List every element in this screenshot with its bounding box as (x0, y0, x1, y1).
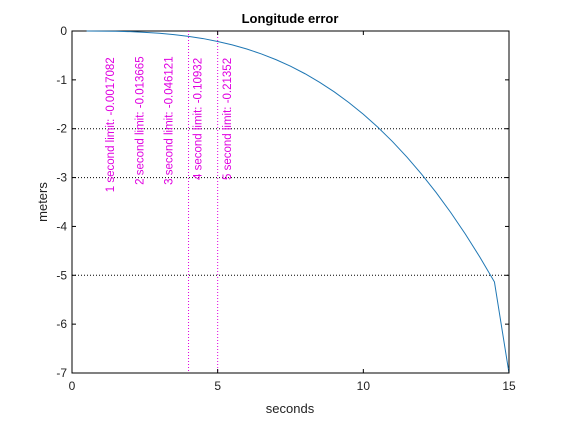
series-layer (86, 30, 510, 374)
axis-ticks: 0 5 10 15 0 -1 -2 -3 -4 -5 -6 -7 (56, 24, 516, 393)
x-tick-label: 15 (502, 379, 516, 393)
y-tick-label: -7 (56, 366, 67, 380)
annotations-layer: 1 second limit: -0.0017082 2 second limit… (105, 56, 234, 192)
y-axis-label: meters (35, 182, 50, 222)
plot-area-frame (71, 30, 510, 374)
limit-annotation: 3 second limit: -0.046121 (164, 56, 176, 185)
series-line (86, 30, 510, 374)
y-tick-label: 0 (60, 24, 67, 38)
y-tick-label: -6 (56, 317, 67, 331)
x-tick-label: 10 (357, 379, 371, 393)
grid-lines (72, 128, 509, 276)
limit-annotation: 2 second limit: -0.013665 (134, 56, 146, 185)
limit-annotation: 1 second limit: -0.0017082 (105, 57, 117, 192)
y-tick-label: -1 (56, 73, 67, 87)
x-tick-label: 0 (69, 379, 76, 393)
y-tick-label: -5 (56, 268, 67, 282)
y-tick-label: -4 (56, 219, 67, 233)
x-tick-label: 5 (214, 379, 221, 393)
limit-annotation: 5 second limit: -0.21352 (222, 58, 234, 180)
limit-markers (188, 31, 219, 373)
y-tick-label: -3 (56, 171, 67, 185)
limit-annotation: 4 second limit: -0.10932 (193, 58, 205, 180)
y-tick-label: -2 (56, 122, 67, 136)
chart-title: Longitude error (242, 11, 339, 26)
x-axis-label: seconds (266, 401, 315, 416)
